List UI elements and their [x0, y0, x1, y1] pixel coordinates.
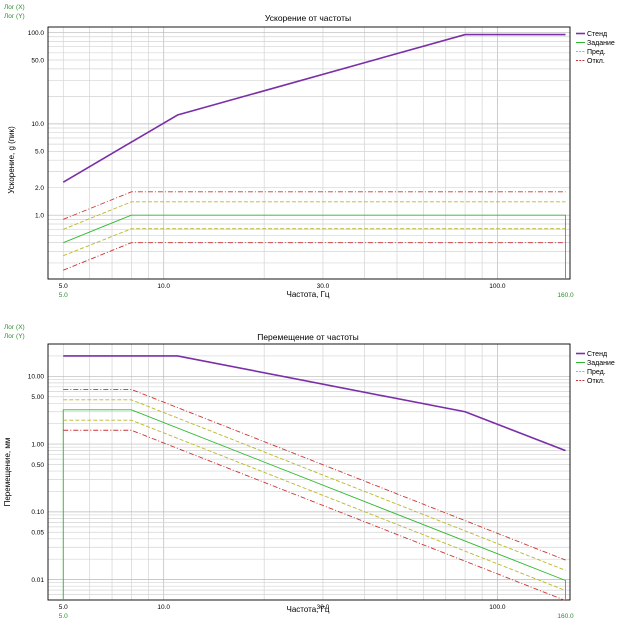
x-tick-label: 10.0 [157, 283, 170, 290]
series-line [63, 429, 566, 602]
y-tick-label: 1.00 [31, 441, 44, 448]
series-line [63, 201, 566, 230]
series-line [62, 33, 566, 183]
series-line [63, 399, 566, 571]
plot-frame [47, 343, 571, 601]
x-tick-label: 30.0 [317, 604, 330, 611]
legend-label: Задание [587, 360, 615, 367]
y-tick-label: 10.00 [28, 374, 45, 381]
legend-label: Откл. [587, 58, 605, 65]
x-tick-label: 10.0 [157, 604, 170, 611]
x-tick-label: 5.0 [59, 604, 68, 611]
log-x-toggle[interactable]: Лог (X) [4, 324, 25, 331]
series-line [63, 228, 566, 257]
y-tick-label: 50.0 [31, 57, 44, 64]
legend: Стенд Задание Пред. Откл. [576, 351, 615, 385]
series-line [63, 242, 566, 271]
y-axis-label: Ускорение, g (пик) [7, 126, 16, 194]
series-line [63, 191, 566, 220]
y-tick-label: 0.10 [31, 509, 44, 516]
acceleration-chart: Лог (X) Лог (Y) Ускорение от частоты Уск… [4, 4, 615, 299]
chart-title: Ускорение от частоты [265, 13, 351, 23]
y-tick-label: 100.0 [28, 30, 45, 37]
y-tick-label: 2.0 [35, 185, 44, 192]
y-tick-label: 5.0 [35, 149, 44, 156]
series-line [63, 214, 566, 279]
series-line [63, 389, 566, 561]
series-line [63, 419, 566, 591]
x-range-label: 160.0 [557, 613, 574, 620]
x-axis-label: Частота, Гц [286, 605, 329, 614]
x-range-label: 160.0 [557, 292, 574, 299]
x-range-label: 5.0 [59, 292, 68, 299]
y-tick-label: 5.00 [31, 394, 44, 401]
x-tick-label: 30.0 [317, 283, 330, 290]
legend-label: Задание [587, 40, 615, 47]
y-tick-label: 0.01 [31, 577, 44, 584]
x-range-label: 5.0 [59, 613, 68, 620]
legend: Стенд Задание Пред. Откл. [576, 31, 615, 65]
log-x-toggle[interactable]: Лог (X) [4, 4, 25, 11]
legend-label: Стенд [587, 351, 607, 358]
log-y-toggle[interactable]: Лог (Y) [4, 13, 25, 20]
log-y-toggle[interactable]: Лог (Y) [4, 333, 25, 340]
series-line [62, 409, 566, 600]
y-axis-label: Перемещение, мм [3, 438, 12, 507]
grid [48, 27, 570, 280]
y-tick-label: 1.0 [35, 212, 44, 219]
displacement-chart: Лог (X) Лог (Y) Перемещение от частоты П… [3, 324, 615, 620]
x-tick-label: 100.0 [489, 283, 506, 290]
legend-label: Пред. [587, 369, 606, 376]
legend-label: Пред. [587, 49, 606, 56]
y-tick-label: 0.05 [31, 530, 44, 537]
x-tick-label: 5.0 [59, 283, 68, 290]
chart-title: Перемещение от частоты [257, 332, 359, 342]
legend-label: Откл. [587, 378, 605, 385]
x-axis-label: Частота, Гц [286, 290, 329, 299]
legend-label: Стенд [587, 31, 607, 38]
plot-frame [47, 26, 571, 280]
y-tick-label: 10.0 [31, 121, 44, 128]
series-line [63, 355, 566, 452]
grid [48, 343, 570, 601]
y-tick-label: 0.50 [31, 462, 44, 469]
x-tick-label: 100.0 [489, 604, 506, 611]
